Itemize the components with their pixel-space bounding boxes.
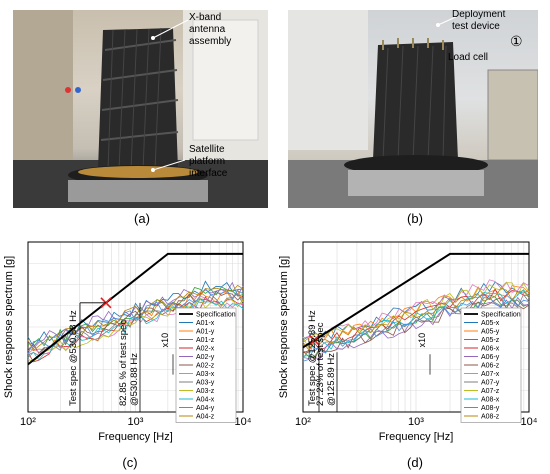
series-line-A04-y (27, 288, 244, 355)
legend-label: A07-x (481, 371, 500, 378)
plot-frame (302, 241, 530, 413)
caption-b: (b) (407, 211, 423, 226)
annotation-test-spec: Test spec @530.88 Hz (68, 310, 79, 406)
legend-label: A08-z (481, 414, 500, 421)
annotation-percent-freq: @125.89 Hz (326, 353, 337, 406)
legend-label-specification: Specification (481, 312, 521, 319)
legend-label: A06-z (481, 363, 500, 370)
legend-label: A06-y (481, 354, 500, 361)
legend-label: A01-y (196, 329, 215, 336)
series-line-A05-x (302, 281, 530, 341)
x-tick-label: 10² (20, 416, 36, 428)
y-axis-label: Shock response spectrum [g] (3, 256, 15, 398)
series-line-A06-x (302, 288, 530, 354)
legend-label: A01-x (196, 320, 215, 327)
series-line-A06-z (302, 297, 530, 361)
annotation-percent: 82.85 % of test spec (118, 320, 129, 406)
legend-label: A07-z (481, 388, 500, 395)
series-line-A05-y (302, 285, 530, 345)
series-line-A07-z (302, 282, 530, 350)
chart-srs-d: 10² 10³ 10⁴ Frequency [Hz] Shock response sp… (278, 241, 538, 443)
svg-text:interface: interface (189, 168, 228, 179)
legend-label-specification: Specification (196, 312, 236, 319)
svg-text:test device: test device (452, 21, 500, 32)
plot-frame (27, 241, 244, 413)
label-load-cell: Load cell (448, 52, 488, 63)
legend-label: A04-z (196, 414, 215, 421)
legend-label: A07-y (481, 380, 500, 387)
x-tick-label: 10⁴ (235, 416, 252, 428)
legend-label: A03-x (196, 371, 215, 378)
legend-label: A03-y (196, 380, 215, 387)
svg-text:platform: platform (189, 156, 225, 167)
x-tick-label: 10⁴ (521, 416, 538, 428)
label-xband-antenna: X-band (189, 12, 221, 23)
legend-label: A04-y (196, 405, 215, 412)
specification-line (302, 252, 529, 349)
series-line-A03-x (27, 295, 244, 355)
caption-d: (d) (407, 455, 423, 470)
x-tick-label: 10³ (408, 416, 424, 428)
label-platform-interface: Satellite (189, 144, 225, 155)
legend-label: A08-x (481, 397, 500, 404)
specification-line (27, 252, 243, 366)
series-line-A04-x (27, 298, 244, 361)
series-line-A03-y (27, 292, 244, 357)
series-line-A08-x (302, 289, 530, 357)
x-tick-label: 10² (295, 416, 311, 428)
photo-a-drawing: X-band antenna assembly Satellite platfo… (13, 10, 268, 208)
series-line-A08-y (302, 293, 530, 362)
svg-text:assembly: assembly (189, 36, 231, 47)
legend-label: A01-z (196, 337, 215, 344)
label-deployment-device: Deployment (452, 10, 506, 20)
y-axis-label: Shock response spectrum [g] (278, 256, 290, 398)
caption-c: (c) (122, 455, 138, 470)
legend-label: A04-x (196, 397, 215, 404)
annotation-test-spec: Test spec @125.89 Hz (307, 310, 318, 406)
legend-label: A02-x (196, 346, 215, 353)
x-axis-label: Frequency [Hz] (98, 431, 173, 443)
series-line-A07-x (302, 279, 530, 340)
legend-label: A05-x (481, 320, 500, 327)
photo-antenna-assembly: X-band antenna assembly Satellite platfo… (13, 10, 268, 208)
legend-label: A02-y (196, 354, 215, 361)
x-tick-label: 10³ (128, 416, 144, 428)
chart-srs-c: 10² 10³ 10⁴ Frequency [Hz] Shock response sp… (3, 241, 252, 443)
legend-label: A08-y (481, 405, 500, 412)
annotation-percent-freq: @530.88 Hz (129, 353, 140, 406)
photo-b-drawing: Deployment test device Load cell ① (288, 10, 538, 208)
legend-label: A05-z (481, 337, 500, 344)
series-line-A04-z (27, 284, 244, 352)
series-line-A03-z (27, 296, 244, 362)
legend-label: A06-x (481, 346, 500, 353)
x-axis-label: Frequency [Hz] (379, 431, 454, 443)
marker-1: ① (510, 33, 523, 49)
annotation-percent: 27.23% of test spec (315, 322, 326, 406)
legend-label: A02-z (196, 363, 215, 370)
legend-label: A05-y (481, 329, 500, 336)
legend-label: A03-z (196, 388, 215, 395)
photo-deployment-test: Deployment test device Load cell ① (288, 10, 538, 208)
series-line-A08-z (302, 287, 530, 351)
caption-a: (a) (134, 211, 150, 226)
scale-note: x10 (160, 333, 170, 348)
svg-text:antenna: antenna (189, 24, 226, 35)
scale-note: x10 (417, 333, 427, 348)
